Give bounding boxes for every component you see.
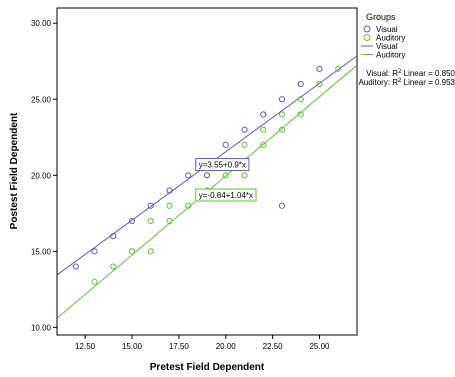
point-auditory xyxy=(241,141,248,148)
point-visual xyxy=(110,233,117,240)
legend-r2-label: Visual: R2 Linear = 0.850 xyxy=(366,69,455,78)
x-tick-label: 12.50 xyxy=(75,342,96,351)
point-auditory xyxy=(147,217,154,225)
point-visual xyxy=(278,202,286,209)
fit-equation-visual: y=3.55+0.9*x xyxy=(195,158,250,172)
legend-entry-label: Auditory xyxy=(376,34,405,43)
x-tick-label: 25.00 xyxy=(309,342,330,351)
point-visual xyxy=(72,263,79,270)
point-auditory xyxy=(241,172,248,179)
plot-area xyxy=(56,7,358,336)
point-auditory xyxy=(128,248,136,255)
point-auditory xyxy=(260,141,267,148)
legend-marker-icon xyxy=(363,34,371,41)
point-visual xyxy=(128,217,136,225)
point-visual xyxy=(222,141,229,148)
legend-entry-label: Visual xyxy=(376,42,398,51)
point-auditory xyxy=(166,202,173,209)
x-tick-label: 17.50 xyxy=(169,342,190,351)
x-axis-title: Pretest Field Dependent xyxy=(150,362,265,373)
legend-entry-label: Auditory xyxy=(376,51,405,60)
point-auditory xyxy=(166,217,173,225)
x-tick-label: 20.00 xyxy=(216,342,237,351)
point-visual xyxy=(278,96,286,103)
legend-r2-label: Auditory: R2 Linear = 0.953 xyxy=(358,78,455,87)
y-axis-title: Postest Field Dependent xyxy=(9,112,20,229)
point-auditory xyxy=(278,126,286,133)
y-tick-label: 15.00 xyxy=(31,247,52,256)
point-auditory xyxy=(335,65,342,72)
y-tick-label: 10.00 xyxy=(31,323,52,332)
point-auditory xyxy=(110,263,117,270)
point-visual xyxy=(203,172,211,179)
y-tick-label: 20.00 xyxy=(31,171,52,180)
point-visual xyxy=(260,111,267,118)
x-tick-label: 22.50 xyxy=(263,342,284,351)
legend-entry-label: Visual xyxy=(376,25,398,34)
point-auditory xyxy=(222,172,229,179)
point-auditory xyxy=(297,96,304,103)
legend: GroupsVisualAuditoryVisualAuditoryVisual… xyxy=(358,12,455,87)
fit-equation-auditory: y=-0.84+1.04*x xyxy=(195,188,257,202)
legend-title: Groups xyxy=(366,12,396,22)
point-visual xyxy=(297,80,304,88)
point-visual xyxy=(241,126,248,133)
x-tick-label: 15.00 xyxy=(122,342,143,351)
legend-marker-icon xyxy=(363,25,371,33)
point-auditory xyxy=(278,111,286,118)
point-visual xyxy=(147,202,154,209)
fit-equation-box xyxy=(195,188,257,202)
fit-equation-text: y=-0.84+1.04*x xyxy=(199,191,253,200)
point-visual xyxy=(166,187,173,194)
y-tick-label: 25.00 xyxy=(31,95,52,104)
point-visual xyxy=(91,248,98,255)
point-auditory xyxy=(316,80,323,88)
point-visual xyxy=(185,172,192,179)
fit-equation-box xyxy=(195,158,250,172)
point-auditory xyxy=(91,278,98,285)
y-tick-label: 30.00 xyxy=(31,19,52,28)
point-auditory xyxy=(185,202,192,209)
fit-equation-text: y=3.55+0.9*x xyxy=(199,161,246,170)
point-visual xyxy=(316,65,323,72)
point-auditory xyxy=(297,111,304,118)
point-auditory xyxy=(147,248,154,255)
point-auditory xyxy=(260,126,267,133)
